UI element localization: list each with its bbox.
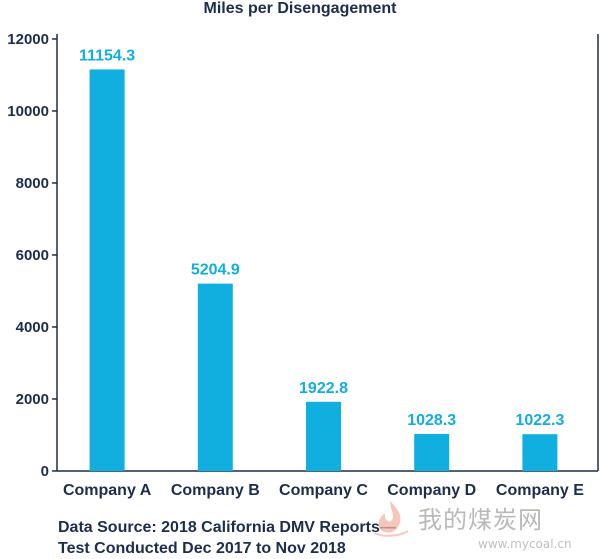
bar — [414, 433, 450, 471]
y-tick-label: 8000 — [16, 175, 49, 192]
bar-group: 11154.3 5204.9 1922.8 1028.3 1022.3 — [79, 47, 564, 472]
bar — [522, 434, 558, 471]
bar-chart: 0 2000 4000 6000 8000 10000 12000 11154.3 5204.… — [7, 31, 599, 499]
flame-logo-icon — [373, 501, 409, 537]
category-label-group: Company A Company B Company C Company D Comp… — [63, 482, 584, 499]
source-note-line-2: Test Conducted Dec 2017 to Nov 2018 — [58, 540, 346, 557]
y-tick-label: 2000 — [16, 391, 49, 408]
bar — [197, 283, 233, 471]
chart-title: Miles per Disengagement — [203, 0, 397, 17]
y-tick-label: 12000 — [7, 31, 49, 48]
bar-value-label: 5204.9 — [191, 262, 240, 279]
bar-value-label: 1022.3 — [515, 412, 564, 429]
y-tick-label: 4000 — [16, 319, 49, 336]
bar-value-label: 1922.8 — [299, 380, 348, 397]
bar — [89, 69, 125, 472]
bar-value-label: 11154.3 — [79, 47, 135, 64]
x-category-label: Company A — [63, 482, 152, 499]
x-category-label: Company C — [279, 482, 368, 499]
x-category-label: Company D — [387, 482, 476, 499]
bar-value-label: 1028.3 — [407, 412, 456, 429]
watermark-text: 我的煤炭网 — [418, 506, 543, 534]
source-note-line-1: Data Source: 2018 California DMV Reports… — [58, 519, 396, 536]
x-category-label: Company B — [171, 482, 260, 499]
bar — [306, 401, 341, 471]
watermark-url: www.mycoal.cn — [478, 537, 572, 551]
y-tick-label: 0 — [41, 463, 49, 480]
y-tick-group: 0 2000 4000 6000 8000 10000 12000 — [7, 31, 57, 480]
x-category-label: Company E — [496, 482, 584, 499]
y-tick-label: 6000 — [16, 247, 49, 264]
y-tick-label: 10000 — [7, 103, 49, 120]
